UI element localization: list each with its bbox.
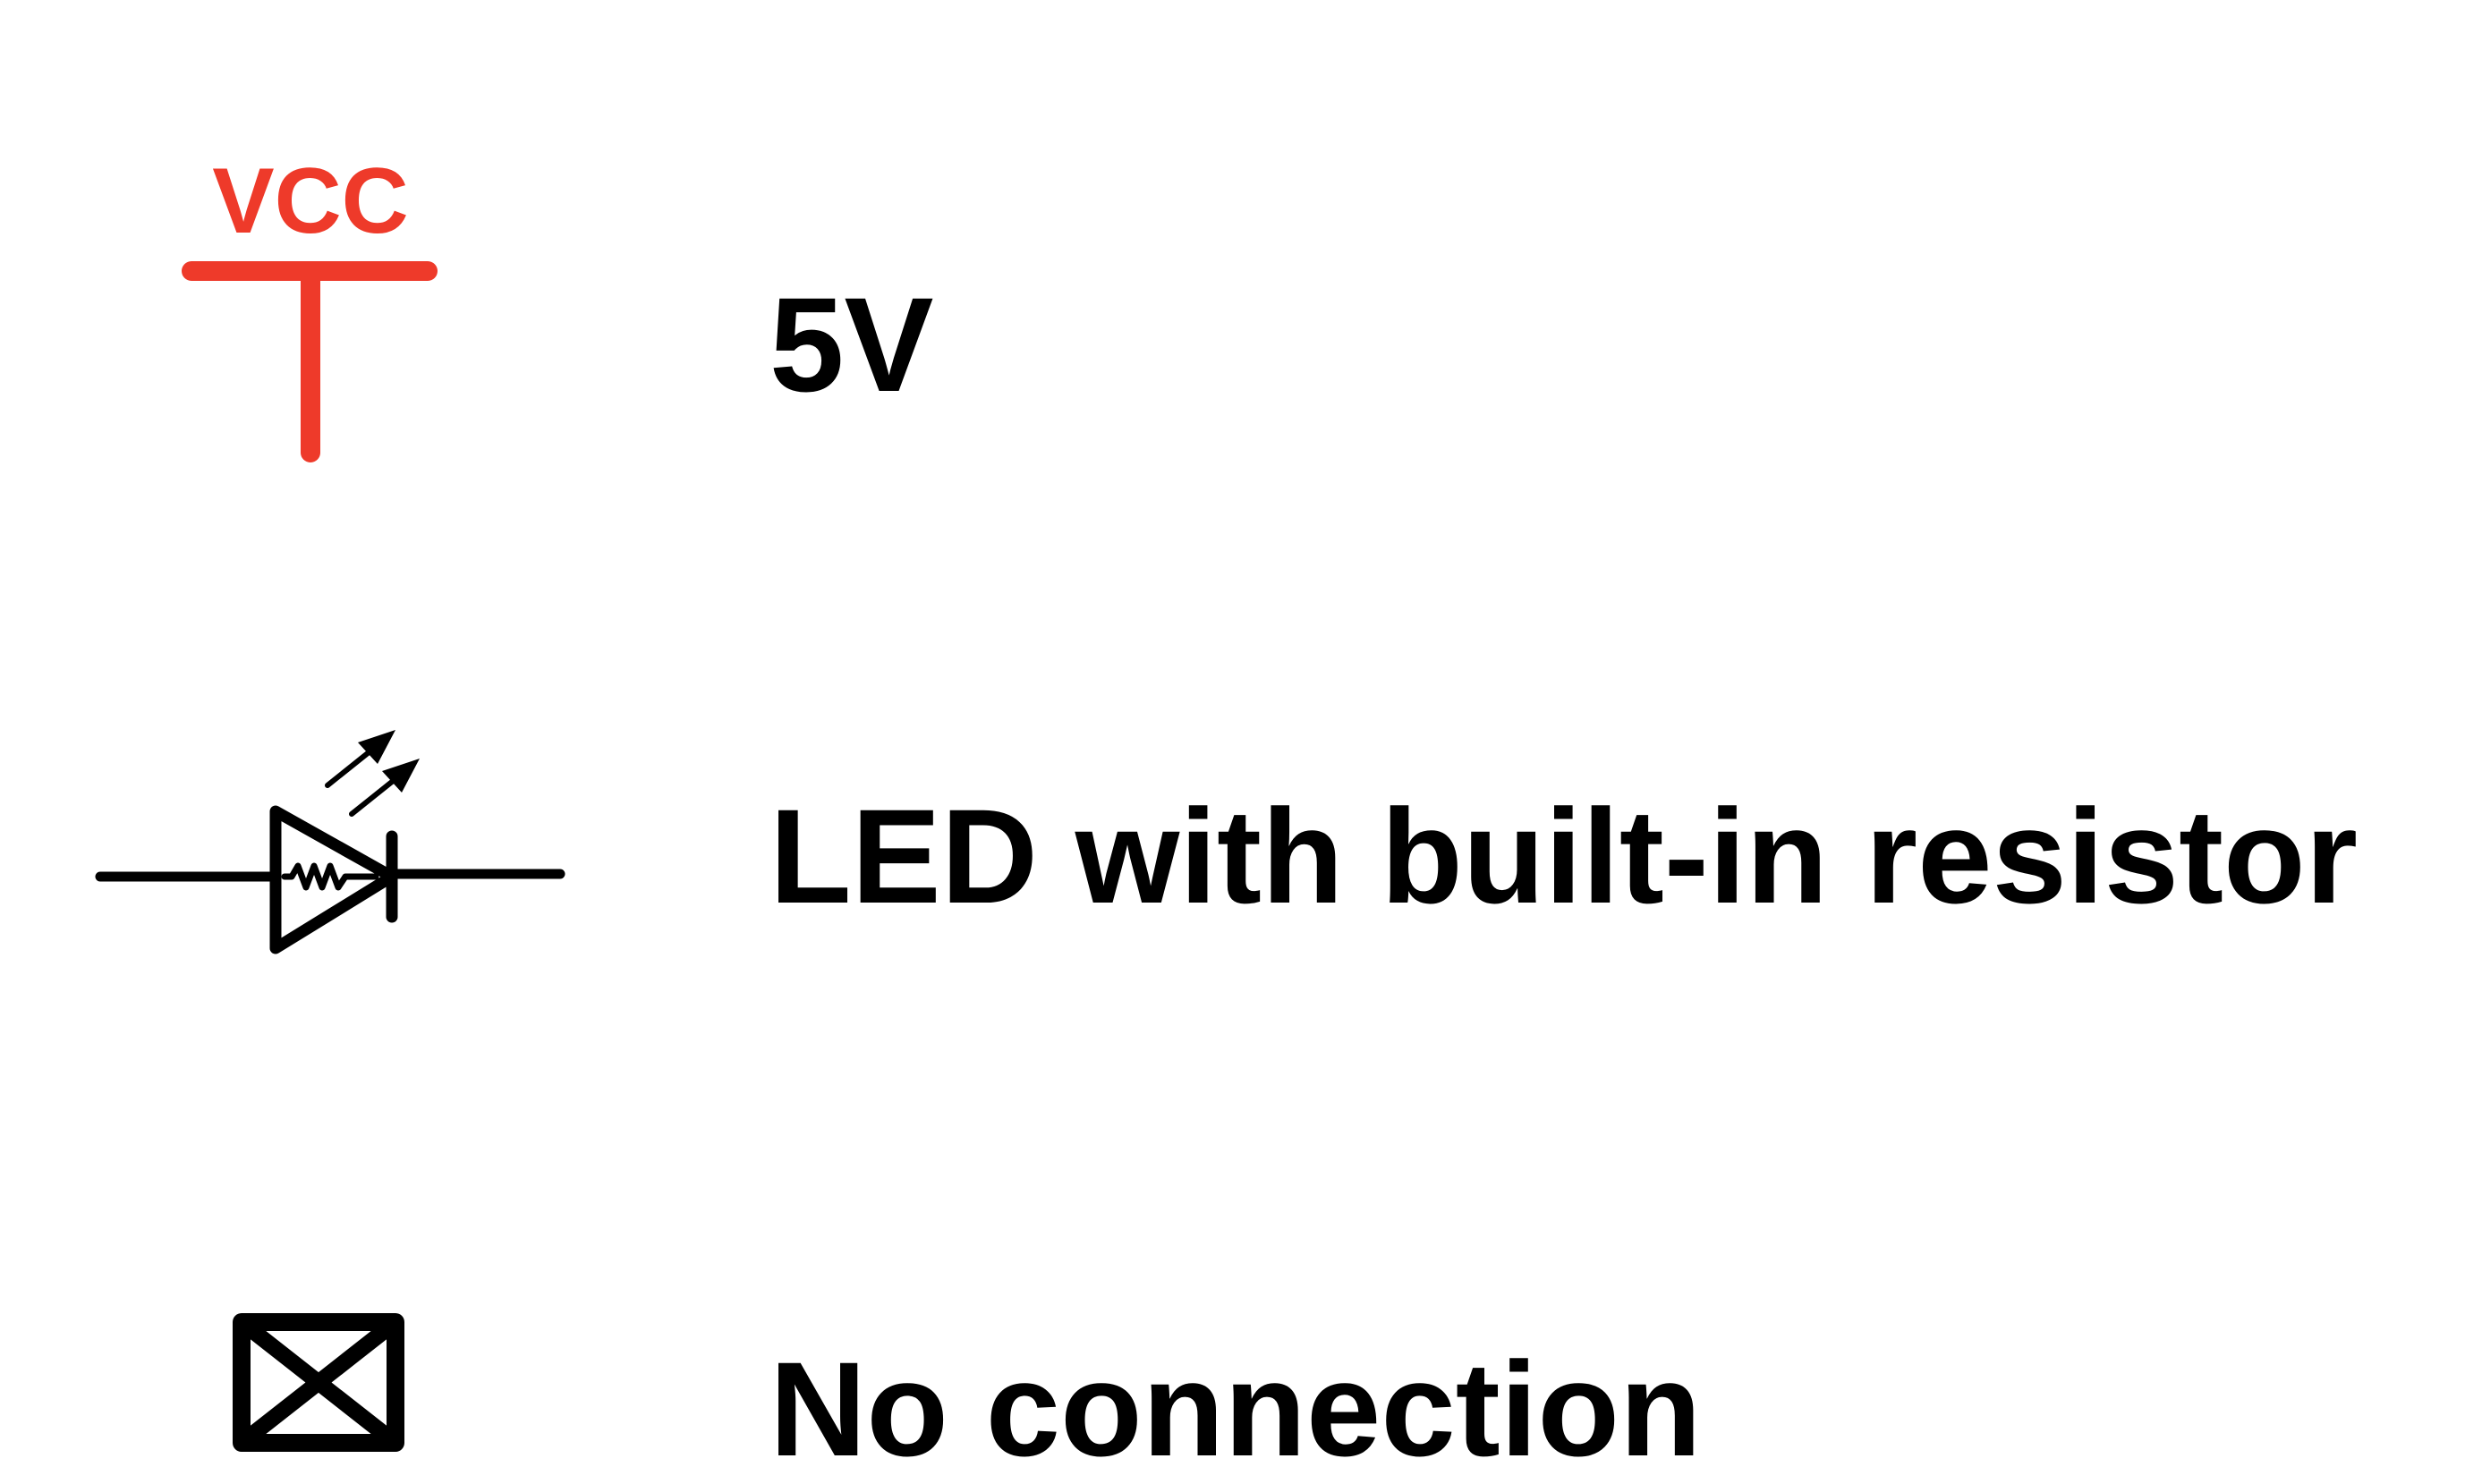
led-with-resistor-icon bbox=[95, 730, 565, 954]
no-connection-icon bbox=[233, 1313, 404, 1452]
vcc-power-icon: VCC bbox=[182, 149, 438, 462]
legend-row-no-connection: No connection bbox=[0, 1288, 2482, 1479]
legend-row-vcc: VCC 5V bbox=[0, 0, 2482, 501]
label-5v: 5V bbox=[769, 269, 934, 420]
vcc-symbol-text: VCC bbox=[212, 149, 409, 253]
label-led-with-resistor: LED with built-in resistor bbox=[769, 781, 2359, 931]
label-no-connection: No connection bbox=[769, 1334, 1702, 1484]
legend-row-led: LED with built-in resistor bbox=[0, 698, 2482, 984]
